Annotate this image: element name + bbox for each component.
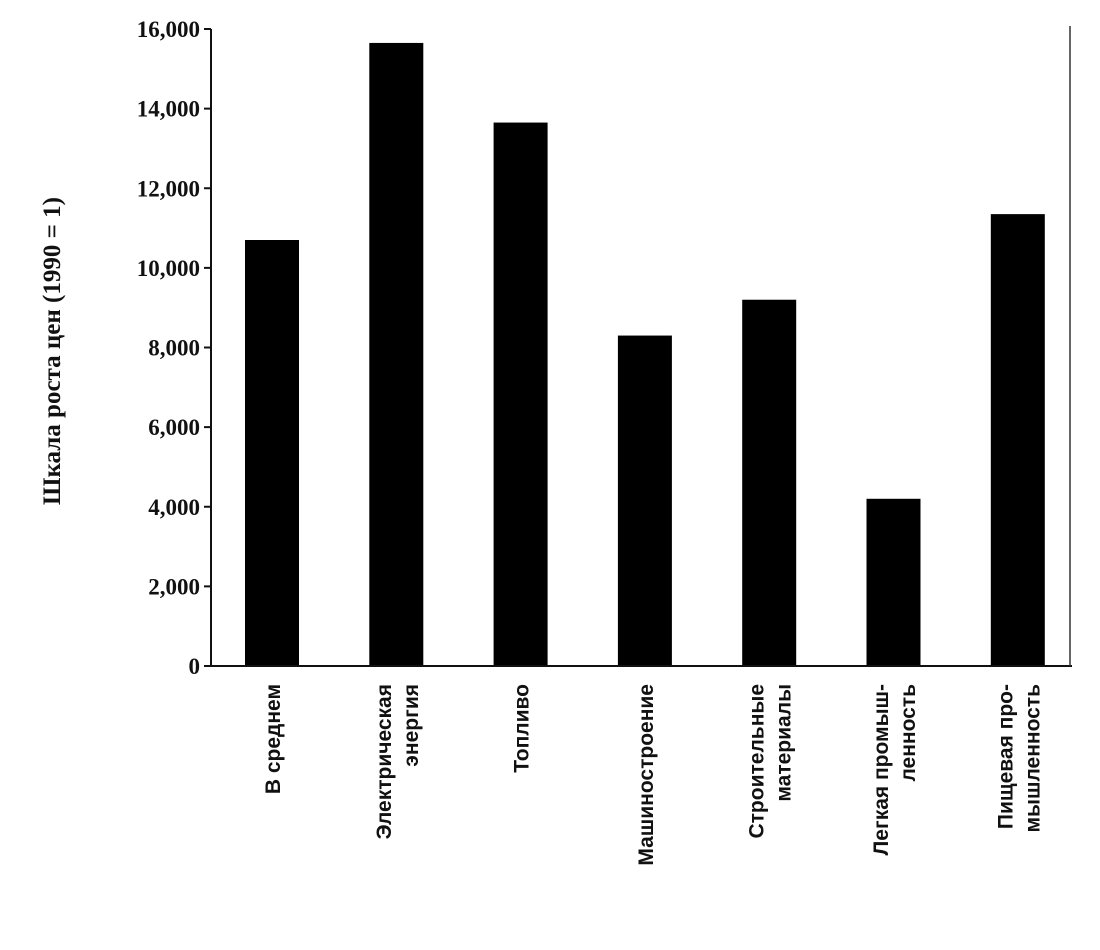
category-label-line: материалы (773, 684, 796, 802)
category-label-line: Строительные (746, 684, 769, 839)
category-label: Машиностроение (635, 684, 658, 866)
category-label-line: В среднем (262, 684, 285, 794)
y-tick-label: 2,000 (148, 574, 200, 599)
category-label: В среднем (262, 684, 285, 794)
y-tick-label: 10,000 (137, 256, 200, 281)
category-label: Строительные материалы (746, 684, 796, 839)
y-tick-label: 14,000 (137, 97, 200, 122)
category-label: Электрическая энергия (373, 684, 423, 839)
y-tick-label: 8,000 (148, 336, 200, 361)
bar (493, 122, 548, 666)
y-tick-label: 16,000 (137, 17, 200, 42)
bar (245, 240, 299, 666)
y-axis-title: Шкала роста цен (1990 = 1) (39, 197, 66, 505)
bar (990, 214, 1045, 667)
y-tick-label: 4,000 (148, 495, 200, 520)
category-label-line: мышленность (1021, 684, 1044, 833)
category-label: Пищевая про-мышленность (994, 684, 1044, 833)
category-label-line: энергия (400, 684, 423, 767)
bar (742, 299, 797, 666)
category-label-line: Машиностроение (635, 684, 658, 866)
bar (617, 335, 672, 666)
y-tick-label: 0 (189, 654, 201, 679)
y-tick-label: 12,000 (137, 176, 200, 201)
category-label-line: Электрическая (373, 684, 396, 839)
category-label-line: Пищевая про- (994, 684, 1017, 829)
category-label-line: Топливо (511, 684, 534, 773)
category-label-line: ленность (897, 684, 920, 782)
category-label: Легкая промыш-ленность (870, 684, 920, 856)
bar (369, 42, 424, 666)
bar (866, 498, 921, 666)
category-label-line: Легкая промыш- (870, 684, 893, 855)
category-label: Топливо (511, 684, 534, 773)
y-tick-label: 6,000 (148, 415, 200, 440)
